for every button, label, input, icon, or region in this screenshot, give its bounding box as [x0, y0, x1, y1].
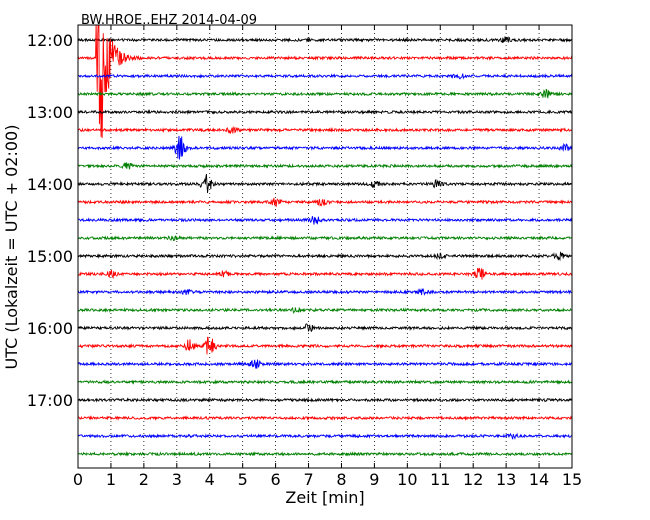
- trace-1500: [78, 251, 572, 262]
- y-tick-label: 16:00: [27, 319, 73, 338]
- trace-1315: [78, 125, 572, 135]
- x-tick-label: 9: [369, 470, 379, 489]
- plot-frame: [77, 24, 573, 469]
- x-tick-label: 13: [496, 470, 516, 489]
- x-tick-label: 15: [562, 470, 582, 489]
- y-tick-label: 13:00: [27, 103, 73, 122]
- trace-1430: [78, 216, 572, 225]
- y-tick-label: 12:00: [27, 31, 73, 50]
- trace-1400: [78, 173, 572, 193]
- x-tick-label: 12: [463, 470, 483, 489]
- y-tick-label: 17:00: [27, 391, 73, 410]
- x-tick-label: 10: [397, 470, 417, 489]
- x-tick-label: 1: [106, 470, 116, 489]
- chart-title: BW.HROE..EHZ 2014-04-09: [81, 13, 257, 28]
- trace-1215: [78, 25, 572, 138]
- x-tick-label: 7: [303, 470, 313, 489]
- x-axis-ticks: 0 1 2 3 4 5 6 7 8 9 10 11 12 13 14 15: [73, 25, 582, 489]
- trace-1600: [78, 323, 572, 333]
- trace-1345: [78, 162, 572, 170]
- x-tick-label: 3: [172, 470, 182, 489]
- trace-1615: [78, 336, 572, 355]
- trace-1730: [78, 432, 572, 440]
- trace-1330: [78, 135, 572, 160]
- x-tick-label: 4: [205, 470, 215, 489]
- trace-1415: [78, 197, 572, 207]
- trace-1230: [78, 73, 572, 80]
- trace-1515: [78, 267, 572, 280]
- trace-1630: [78, 359, 572, 369]
- y-axis-label: UTC (Lokalzeit = UTC + 02:00): [2, 125, 21, 370]
- trace-1530: [78, 288, 572, 296]
- trace-1445: [78, 235, 572, 242]
- y-axis-ticks: 12:00 13:00 14:00 15:00 16:00 17:00: [27, 31, 572, 410]
- trace-1545: [78, 306, 572, 315]
- x-tick-label: 6: [271, 470, 281, 489]
- trace-1200: [78, 36, 572, 44]
- y-tick-label: 15:00: [27, 247, 73, 266]
- traces: [78, 25, 572, 457]
- x-tick-label: 5: [238, 470, 248, 489]
- x-tick-label: 0: [73, 470, 83, 489]
- x-tick-label: 2: [139, 470, 149, 489]
- trace-1745: [78, 450, 572, 457]
- trace-1245: [78, 88, 572, 99]
- trace-1715: [78, 415, 572, 422]
- y-tick-label: 14:00: [27, 175, 73, 194]
- x-tick-label: 8: [336, 470, 346, 489]
- x-tick-label: 11: [430, 470, 450, 489]
- trace-1645: [78, 379, 572, 385]
- trace-1300: [78, 109, 572, 116]
- trace-1700: [78, 397, 572, 403]
- x-tick-label: 14: [529, 470, 549, 489]
- x-axis-label: Zeit [min]: [285, 488, 364, 507]
